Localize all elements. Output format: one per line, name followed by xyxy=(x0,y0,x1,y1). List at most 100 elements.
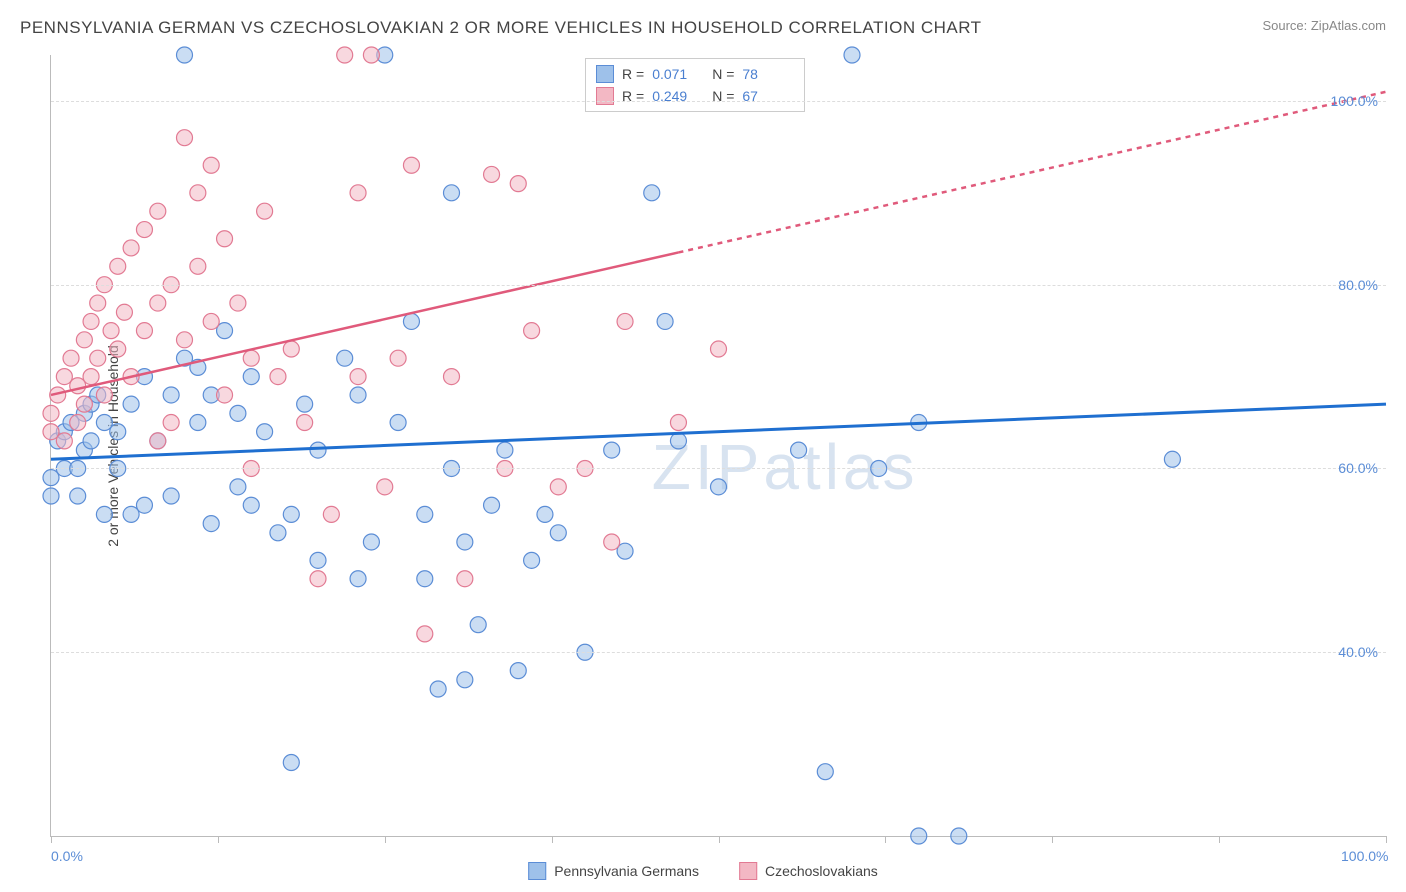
stats-legend-box: R =0.071N =78R =0.249N =67 xyxy=(585,58,805,112)
data-point xyxy=(390,350,406,366)
data-point xyxy=(1164,451,1180,467)
data-point xyxy=(63,350,79,366)
gridline xyxy=(51,468,1386,469)
data-point xyxy=(444,369,460,385)
regression-line xyxy=(51,404,1386,459)
data-point xyxy=(116,304,132,320)
data-point xyxy=(230,479,246,495)
y-tick-label: 100.0% xyxy=(1331,93,1378,109)
data-point xyxy=(350,185,366,201)
regression-line-dashed xyxy=(678,92,1386,253)
source-label: Source: ZipAtlas.com xyxy=(1262,18,1386,33)
data-point xyxy=(657,313,673,329)
data-point xyxy=(497,442,513,458)
data-point xyxy=(537,506,553,522)
data-point xyxy=(103,323,119,339)
data-point xyxy=(203,157,219,173)
data-point xyxy=(844,47,860,63)
data-point xyxy=(203,313,219,329)
data-point xyxy=(136,222,152,238)
data-point xyxy=(90,350,106,366)
data-point xyxy=(817,764,833,780)
data-point xyxy=(617,313,633,329)
data-point xyxy=(136,497,152,513)
data-point xyxy=(297,396,313,412)
y-tick-label: 60.0% xyxy=(1338,460,1378,476)
x-tick-label: 0.0% xyxy=(51,848,83,864)
data-point xyxy=(83,313,99,329)
r-value: 0.249 xyxy=(652,85,704,107)
data-point xyxy=(310,442,326,458)
scatter-plot-svg xyxy=(51,55,1386,836)
data-point xyxy=(283,506,299,522)
data-point xyxy=(283,754,299,770)
data-point xyxy=(310,552,326,568)
legend-label: Czechoslovakians xyxy=(765,863,878,879)
data-point xyxy=(470,617,486,633)
data-point xyxy=(43,405,59,421)
x-tick xyxy=(51,836,52,843)
data-point xyxy=(457,534,473,550)
n-value: 78 xyxy=(742,63,794,85)
data-point xyxy=(550,479,566,495)
x-tick xyxy=(218,836,219,843)
data-point xyxy=(270,525,286,541)
data-point xyxy=(150,295,166,311)
data-point xyxy=(177,47,193,63)
data-point xyxy=(283,341,299,357)
data-point xyxy=(524,323,540,339)
data-point xyxy=(350,387,366,403)
data-point xyxy=(604,442,620,458)
data-point xyxy=(230,405,246,421)
data-point xyxy=(123,240,139,256)
legend-swatch xyxy=(528,862,546,880)
data-point xyxy=(951,828,967,844)
data-point xyxy=(123,396,139,412)
n-label: N = xyxy=(712,63,734,85)
data-point xyxy=(390,415,406,431)
legend-swatch xyxy=(739,862,757,880)
data-point xyxy=(190,258,206,274)
x-tick xyxy=(885,836,886,843)
stats-row: R =0.071N =78 xyxy=(596,63,794,85)
y-tick-label: 80.0% xyxy=(1338,277,1378,293)
data-point xyxy=(243,369,259,385)
x-tick xyxy=(1219,836,1220,843)
data-point xyxy=(417,506,433,522)
stats-row: R =0.249N =67 xyxy=(596,85,794,107)
data-point xyxy=(484,166,500,182)
data-point xyxy=(337,350,353,366)
legend-item: Czechoslovakians xyxy=(739,862,878,880)
data-point xyxy=(177,332,193,348)
data-point xyxy=(363,534,379,550)
data-point xyxy=(670,415,686,431)
data-point xyxy=(217,387,233,403)
data-point xyxy=(243,497,259,513)
x-tick xyxy=(552,836,553,843)
data-point xyxy=(350,369,366,385)
x-tick xyxy=(1386,836,1387,843)
data-point xyxy=(323,506,339,522)
data-point xyxy=(417,626,433,642)
data-point xyxy=(110,258,126,274)
data-point xyxy=(377,479,393,495)
legend-swatch xyxy=(596,65,614,83)
data-point xyxy=(403,313,419,329)
data-point xyxy=(76,396,92,412)
data-point xyxy=(163,415,179,431)
data-point xyxy=(70,488,86,504)
data-point xyxy=(510,663,526,679)
data-point xyxy=(76,332,92,348)
data-point xyxy=(217,231,233,247)
data-point xyxy=(150,433,166,449)
data-point xyxy=(163,387,179,403)
chart-title: PENNSYLVANIA GERMAN VS CZECHOSLOVAKIAN 2… xyxy=(20,18,982,38)
data-point xyxy=(243,350,259,366)
n-value: 67 xyxy=(742,85,794,107)
data-point xyxy=(150,203,166,219)
data-point xyxy=(550,525,566,541)
data-point xyxy=(430,681,446,697)
data-point xyxy=(257,424,273,440)
data-point xyxy=(337,47,353,63)
x-tick xyxy=(385,836,386,843)
